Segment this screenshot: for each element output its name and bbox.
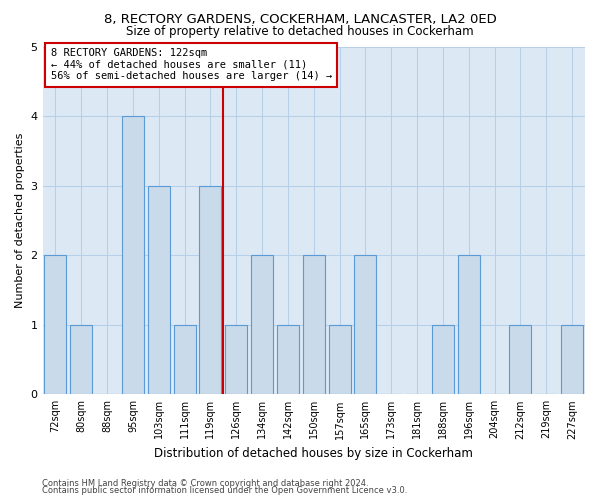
Text: Contains HM Land Registry data © Crown copyright and database right 2024.: Contains HM Land Registry data © Crown c…	[42, 478, 368, 488]
Bar	[561, 324, 583, 394]
Bar	[355, 255, 376, 394]
Bar	[122, 116, 144, 394]
Text: 8 RECTORY GARDENS: 122sqm
← 44% of detached houses are smaller (11)
56% of semi-: 8 RECTORY GARDENS: 122sqm ← 44% of detac…	[50, 48, 332, 82]
Bar	[173, 324, 196, 394]
X-axis label: Distribution of detached houses by size in Cockerham: Distribution of detached houses by size …	[154, 447, 473, 460]
Bar	[44, 255, 67, 394]
Bar	[199, 186, 221, 394]
Bar	[432, 324, 454, 394]
Bar	[509, 324, 532, 394]
Bar	[303, 255, 325, 394]
Bar	[148, 186, 170, 394]
Y-axis label: Number of detached properties: Number of detached properties	[15, 132, 25, 308]
Bar	[458, 255, 480, 394]
Bar	[70, 324, 92, 394]
Bar	[251, 255, 273, 394]
Text: 8, RECTORY GARDENS, COCKERHAM, LANCASTER, LA2 0ED: 8, RECTORY GARDENS, COCKERHAM, LANCASTER…	[104, 12, 496, 26]
Text: Size of property relative to detached houses in Cockerham: Size of property relative to detached ho…	[126, 25, 474, 38]
Bar	[277, 324, 299, 394]
Bar	[225, 324, 247, 394]
Text: Contains public sector information licensed under the Open Government Licence v3: Contains public sector information licen…	[42, 486, 407, 495]
Bar	[329, 324, 350, 394]
